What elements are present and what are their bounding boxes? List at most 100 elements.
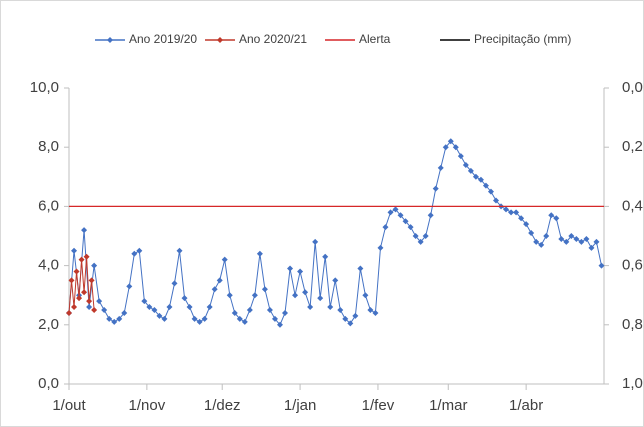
point-marker bbox=[83, 253, 90, 260]
point-marker bbox=[482, 182, 489, 189]
point-marker bbox=[442, 144, 449, 151]
point-marker bbox=[382, 224, 389, 231]
point-marker bbox=[352, 312, 359, 319]
point-marker bbox=[427, 212, 434, 219]
point-marker bbox=[71, 247, 78, 254]
y-tick-label: 10,0 bbox=[30, 79, 59, 96]
point-marker bbox=[246, 307, 253, 313]
point-marker bbox=[583, 235, 590, 242]
point-marker bbox=[73, 268, 80, 275]
legend-label: Ano 2019/20 bbox=[129, 32, 197, 46]
point-marker bbox=[211, 286, 218, 293]
point-marker bbox=[121, 309, 128, 316]
y-tick-label: 0,0 bbox=[38, 375, 59, 392]
point-marker bbox=[528, 230, 535, 237]
point-marker bbox=[101, 307, 108, 313]
point-marker bbox=[78, 256, 85, 263]
point-marker bbox=[543, 233, 550, 239]
point-marker bbox=[462, 161, 469, 168]
point-marker bbox=[548, 212, 555, 219]
legend-label: Precipitação (mm) bbox=[474, 32, 571, 46]
point-marker bbox=[362, 292, 369, 299]
point-marker bbox=[111, 318, 118, 325]
point-marker bbox=[317, 295, 324, 302]
point-marker bbox=[533, 238, 540, 245]
point-marker bbox=[136, 247, 143, 254]
x-tick-label: 1/fev bbox=[362, 397, 395, 414]
y-tick-label: 6,0 bbox=[38, 197, 59, 214]
point-marker bbox=[432, 185, 439, 192]
point-marker bbox=[282, 309, 289, 316]
point-marker bbox=[71, 304, 78, 311]
point-marker bbox=[287, 265, 294, 272]
y2-tick-label: 0,4 bbox=[622, 197, 643, 214]
point-marker bbox=[342, 315, 349, 322]
y-tick-label: 4,0 bbox=[38, 257, 59, 274]
point-marker bbox=[91, 307, 98, 313]
point-marker bbox=[261, 286, 268, 293]
y2-tick-label: 1,0 bbox=[622, 375, 643, 392]
point-marker bbox=[397, 212, 404, 219]
y2-tick-label: 0,2 bbox=[622, 138, 643, 155]
point-marker bbox=[492, 197, 499, 204]
point-marker bbox=[327, 304, 334, 311]
point-marker bbox=[513, 209, 520, 216]
point-marker bbox=[422, 233, 429, 239]
point-marker bbox=[357, 265, 364, 272]
point-marker bbox=[467, 167, 474, 174]
point-marker bbox=[538, 241, 545, 248]
point-marker bbox=[186, 304, 193, 311]
point-marker bbox=[372, 309, 379, 316]
x-tick-label: 1/jan bbox=[284, 397, 317, 414]
y2-tick-label: 0,8 bbox=[622, 316, 643, 333]
x-tick-label: 1/nov bbox=[129, 397, 166, 414]
point-marker bbox=[302, 289, 309, 296]
point-marker bbox=[387, 209, 394, 216]
point-marker bbox=[66, 309, 72, 316]
y2-tick-label: 0,0 bbox=[622, 79, 643, 96]
point-marker bbox=[573, 235, 580, 242]
point-marker bbox=[312, 238, 319, 245]
point-marker bbox=[131, 250, 138, 257]
point-marker bbox=[196, 318, 203, 325]
point-marker bbox=[487, 188, 494, 195]
point-marker bbox=[568, 233, 575, 239]
point-marker bbox=[91, 262, 98, 269]
legend-marker bbox=[107, 37, 113, 43]
point-marker bbox=[251, 292, 258, 299]
y2-tick-label: 0,6 bbox=[622, 257, 643, 274]
point-marker bbox=[477, 176, 484, 183]
point-marker bbox=[151, 307, 158, 313]
point-marker bbox=[593, 238, 600, 245]
point-marker bbox=[392, 206, 399, 213]
point-marker bbox=[292, 292, 299, 299]
point-marker bbox=[452, 144, 459, 151]
point-marker bbox=[307, 304, 314, 311]
point-marker bbox=[86, 304, 93, 311]
point-marker bbox=[191, 315, 198, 322]
point-marker bbox=[578, 238, 585, 245]
point-marker bbox=[126, 283, 133, 290]
point-marker bbox=[146, 304, 153, 311]
point-marker bbox=[236, 315, 243, 322]
point-marker bbox=[402, 218, 409, 225]
point-marker bbox=[221, 256, 228, 263]
point-marker bbox=[76, 295, 83, 302]
point-marker bbox=[161, 315, 168, 322]
point-marker bbox=[241, 318, 248, 325]
point-marker bbox=[407, 224, 414, 231]
point-marker bbox=[116, 315, 123, 322]
point-marker bbox=[81, 289, 88, 296]
point-marker bbox=[88, 277, 95, 284]
point-marker bbox=[472, 173, 479, 180]
point-marker bbox=[347, 320, 354, 327]
x-tick-label: 1/abr bbox=[509, 397, 543, 414]
point-marker bbox=[226, 292, 233, 299]
point-marker bbox=[231, 309, 238, 316]
point-marker bbox=[518, 215, 525, 222]
point-marker bbox=[377, 244, 384, 251]
point-marker bbox=[166, 304, 173, 311]
x-tick-label: 1/out bbox=[52, 397, 86, 414]
point-marker bbox=[457, 153, 464, 160]
